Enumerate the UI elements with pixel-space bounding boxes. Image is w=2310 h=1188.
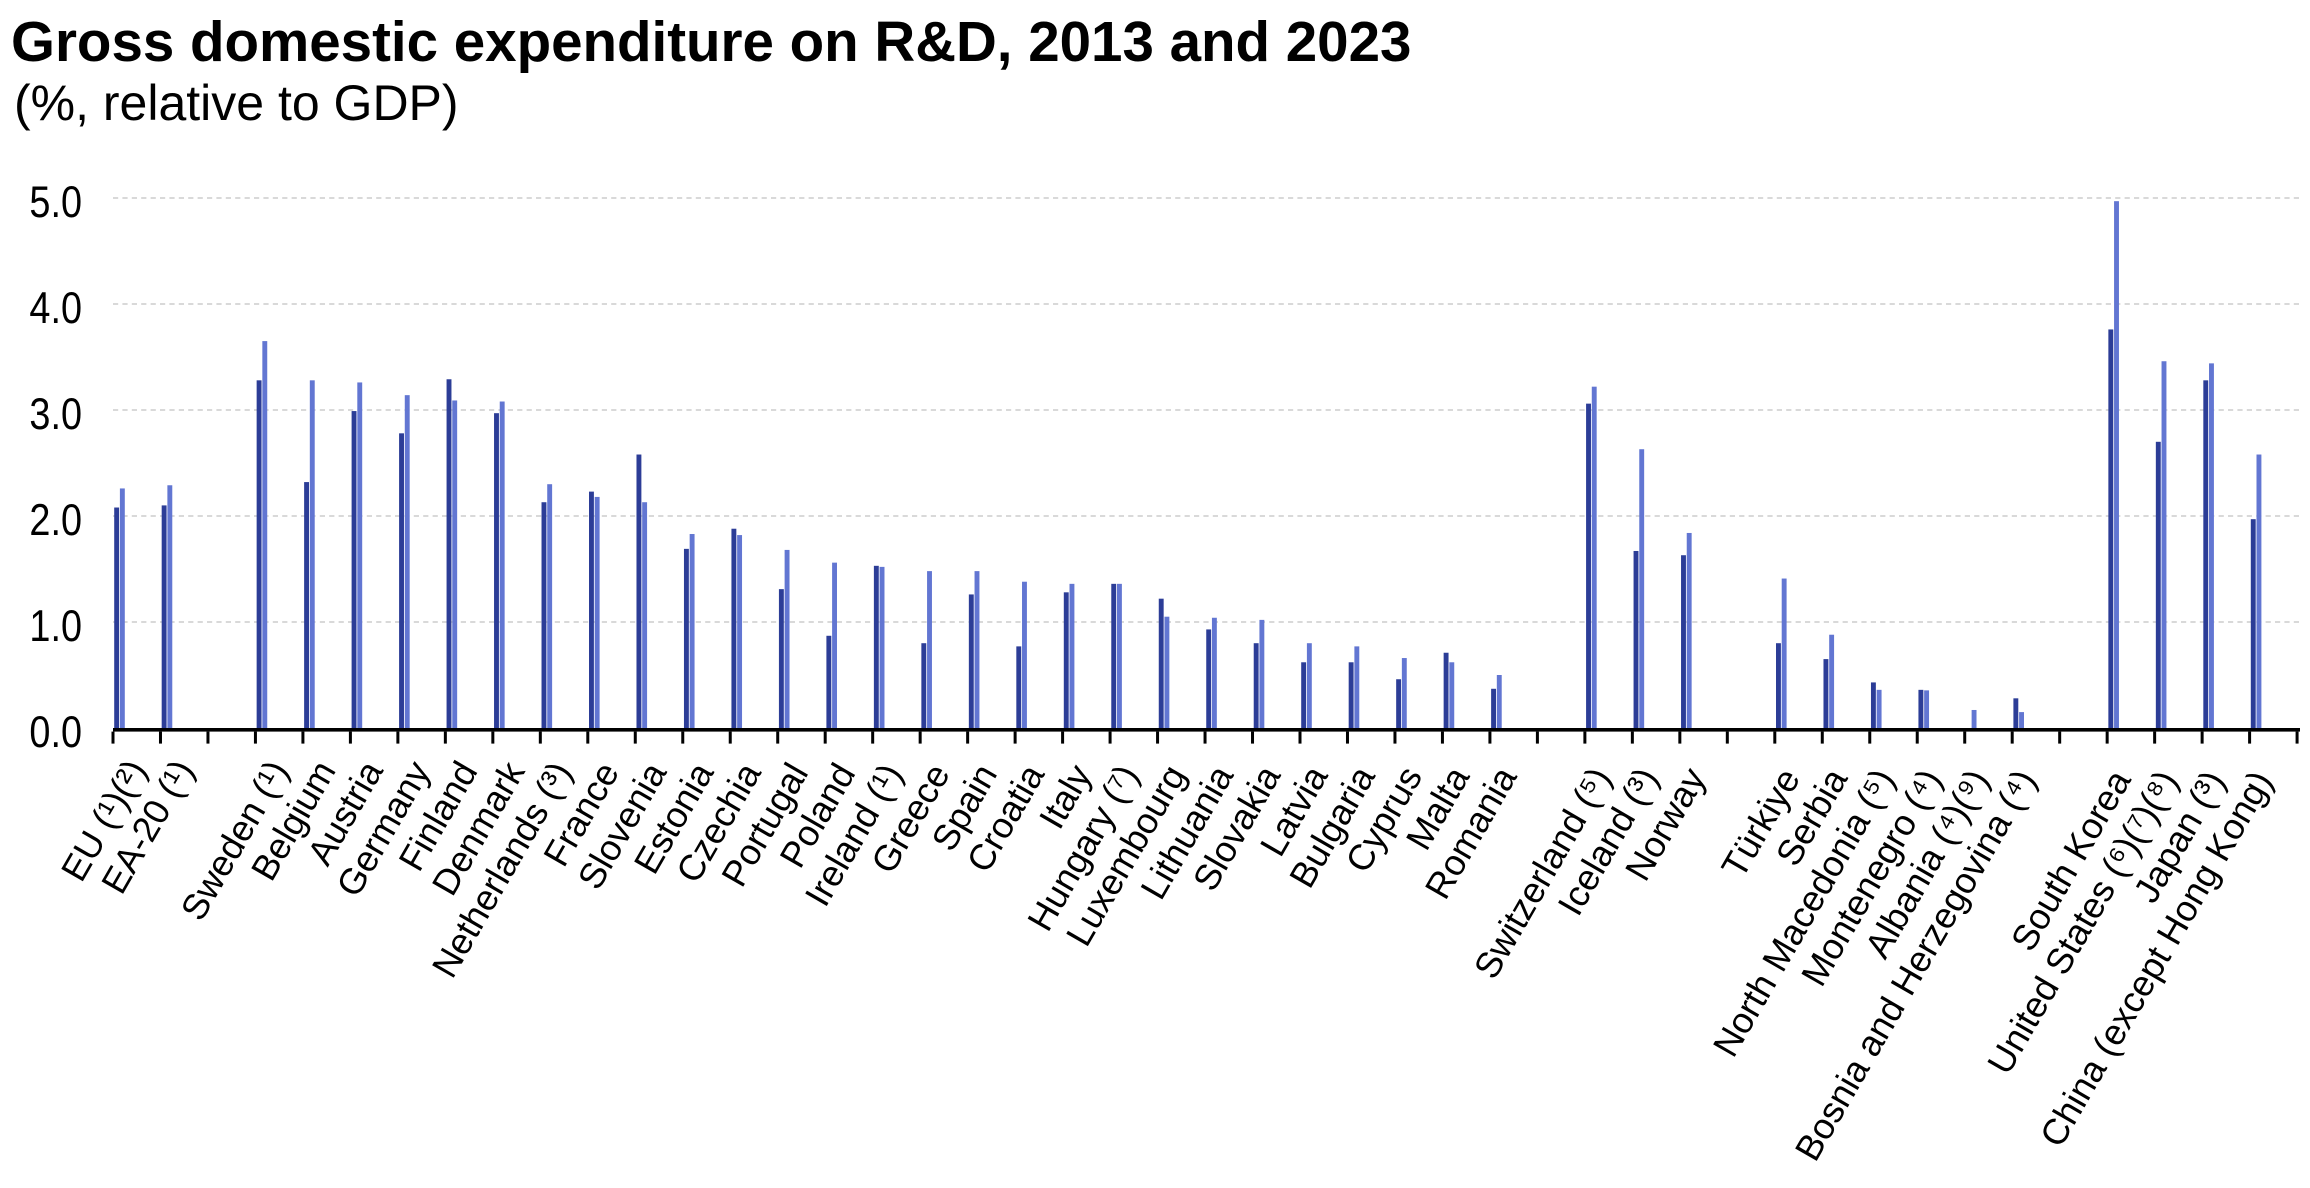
svg-text:1.0: 1.0	[29, 601, 82, 651]
svg-text:0.0: 0.0	[29, 707, 82, 757]
svg-text:4.0: 4.0	[29, 283, 82, 333]
svg-text:5.0: 5.0	[29, 177, 82, 227]
svg-text:2.0: 2.0	[29, 495, 82, 545]
svg-text:(%, relative to GDP): (%, relative to GDP)	[14, 75, 459, 131]
svg-text:Gross domestic expenditure on: Gross domestic expenditure on R&D, 2013 …	[11, 10, 1411, 73]
svg-text:3.0: 3.0	[29, 389, 82, 439]
